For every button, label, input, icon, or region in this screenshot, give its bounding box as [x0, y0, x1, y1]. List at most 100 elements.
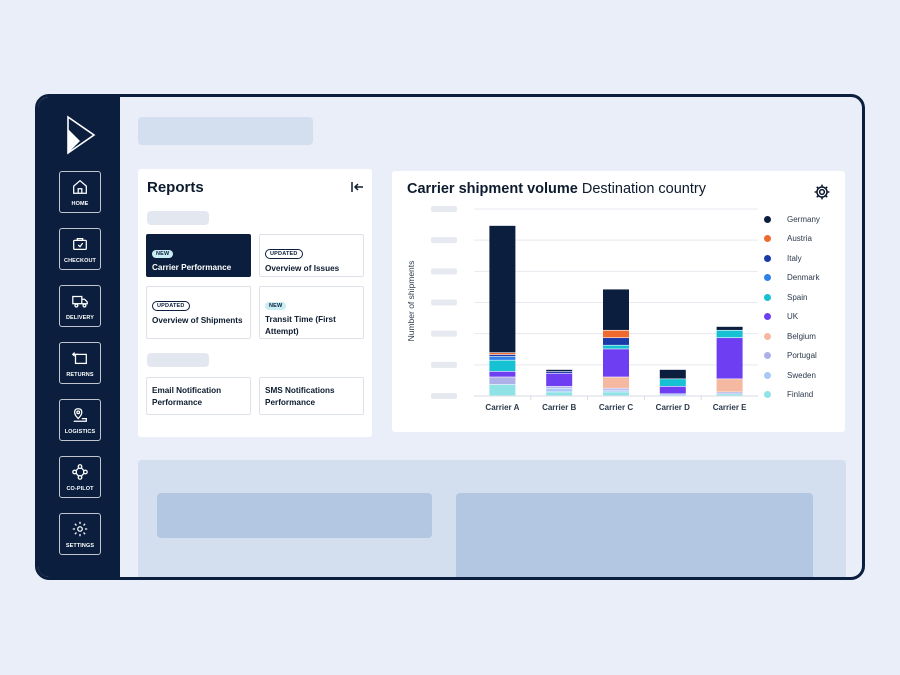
bar-segment-spain[interactable] — [659, 379, 686, 387]
legend-label: UK — [787, 312, 799, 321]
legend-label: Belgium — [787, 331, 816, 341]
bar-segment-sweden[interactable] — [659, 394, 686, 396]
legend-swatch — [764, 313, 771, 320]
stacked-bar-chart: Number of shipments Carrier A Carrier B Ca… — [406, 206, 758, 412]
updated-badge: UPDATED — [152, 301, 190, 311]
logo — [67, 115, 96, 155]
bar-segment-denmark[interactable] — [489, 356, 516, 360]
bar-segment-belgium[interactable] — [603, 377, 629, 388]
legend-item[interactable]: Portugal — [764, 350, 817, 362]
bar-segment-portugal[interactable] — [603, 388, 629, 390]
bar-segment-spain[interactable] — [603, 345, 629, 349]
legend-item[interactable]: Denmark — [764, 272, 819, 284]
legend-swatch — [764, 235, 771, 242]
nav-checkout-label: CHECKOUT — [64, 258, 96, 264]
bar-segment-germany[interactable] — [489, 225, 516, 353]
nav-returns-button[interactable]: RETURNS — [59, 342, 101, 384]
bar-segment-uk[interactable] — [489, 371, 516, 377]
x-tick-label: Carrier A — [485, 403, 519, 412]
report-card-transit-time[interactable]: NEW Transit Time (First Attempt) — [259, 286, 364, 339]
report-card-title: Email Notification Performance — [152, 386, 222, 407]
nav-copilot-button[interactable]: CO-PILOT — [59, 456, 101, 498]
y-tick-placeholder — [431, 361, 457, 368]
bar-segment-sweden[interactable] — [546, 388, 573, 392]
report-card-overview-of-shipments[interactable]: UPDATED Overview of Shipments — [146, 286, 251, 339]
report-card-email-notification-performance[interactable]: Email Notification Performance — [146, 377, 251, 415]
bar-segment-italy[interactable] — [603, 338, 629, 345]
chart-title-dimension: Destination country — [581, 181, 706, 197]
legend-label: Germany — [787, 214, 820, 224]
report-card-title: Transit Time (First Attempt) — [265, 315, 336, 336]
legend-item[interactable]: Spain — [764, 291, 807, 303]
bar-segment-uk[interactable] — [546, 373, 573, 387]
legend-swatch — [764, 293, 771, 301]
bar-segment-germany[interactable] — [659, 369, 686, 379]
legend-item[interactable]: Italy — [764, 252, 802, 264]
y-axis-label: Number of shipments — [406, 261, 416, 342]
bottom-right-placeholder — [456, 493, 813, 577]
x-tick-label: Carrier D — [656, 403, 690, 412]
bar-segment-uk[interactable] — [659, 386, 686, 394]
bar-segment-belgium[interactable] — [716, 379, 743, 392]
collapse-panel-icon[interactable] — [350, 180, 364, 194]
bar-segment-germany[interactable] — [716, 326, 743, 330]
reports-title: Reports — [147, 179, 204, 196]
bar-segment-italy[interactable] — [546, 371, 573, 373]
nav-logistics-button[interactable]: LOGISTICS — [59, 399, 101, 441]
legend-swatch — [764, 254, 771, 262]
nav-copilot-label: CO-PILOT — [66, 486, 94, 492]
bar-segment-sweden[interactable] — [603, 390, 629, 392]
bar-segment-austria[interactable] — [603, 330, 629, 338]
legend-swatch — [764, 352, 771, 359]
bar-segment-austria[interactable] — [489, 352, 516, 355]
bottom-left-placeholder — [157, 493, 432, 538]
report-card-sms-notifications-performance[interactable]: SMS Notifications Performance — [259, 377, 364, 415]
nav-home-label: HOME — [71, 201, 89, 207]
bar-segment-finland[interactable] — [716, 394, 743, 396]
bar-segment-italy[interactable] — [489, 354, 516, 357]
report-card-overview-of-issues[interactable]: UPDATED Overview of Issues — [259, 234, 364, 277]
report-card-title: Overview of Shipments — [152, 316, 243, 325]
bar-segment-germany[interactable] — [603, 289, 629, 330]
app-window: HOME CHECKOUT DELIVERY RETURNS LOGISTICS… — [35, 94, 865, 580]
bar-segment-uk[interactable] — [603, 349, 629, 377]
legend-item[interactable]: UK — [764, 311, 798, 323]
bar-segment-finland[interactable] — [546, 392, 573, 396]
legend-label: Sweden — [787, 370, 816, 380]
nav-delivery-button[interactable]: DELIVERY — [59, 285, 101, 327]
legend-item[interactable]: Austria — [764, 233, 812, 245]
y-tick-placeholder — [431, 237, 457, 244]
nav-settings-label: SETTINGS — [65, 543, 95, 549]
legend-swatch — [764, 215, 771, 223]
legend-label: Finland — [787, 390, 814, 399]
delivery-truck-icon — [72, 295, 88, 308]
legend-item[interactable]: Sweden — [764, 369, 816, 381]
updated-badge: UPDATED — [265, 249, 303, 259]
section-label-placeholder — [147, 211, 209, 225]
nav-checkout-button[interactable]: CHECKOUT — [59, 228, 101, 270]
bar-segment-portugal[interactable] — [489, 377, 516, 385]
bar-segment-finland[interactable] — [489, 384, 516, 396]
bar-segment-germany[interactable] — [546, 369, 573, 372]
bar-segment-finland[interactable] — [603, 392, 629, 396]
legend-item[interactable]: Belgium — [764, 330, 816, 342]
legend-swatch — [764, 371, 771, 379]
legend-item[interactable]: Finland — [764, 389, 813, 401]
nav-settings-button[interactable]: SETTINGS — [59, 513, 101, 555]
report-card-carrier-performance[interactable]: NEW Carrier Performance — [146, 234, 251, 277]
bar-segment-spain[interactable] — [716, 330, 743, 338]
bar-segment-uk[interactable] — [716, 338, 743, 379]
chart-settings-gear-icon[interactable] — [813, 183, 831, 201]
bar-segment-portugal[interactable] — [716, 392, 743, 394]
nav-home-button[interactable]: HOME — [59, 171, 101, 213]
x-tick-label: Carrier E — [713, 403, 747, 412]
bar-segment-portugal[interactable] — [546, 386, 573, 388]
sidebar: HOME CHECKOUT DELIVERY RETURNS LOGISTICS… — [38, 97, 120, 577]
main-content: Reports NEW Carrier Performance UPDATED … — [120, 97, 862, 577]
bar-segment-spain[interactable] — [489, 360, 516, 372]
report-card-title: Carrier Performance — [152, 263, 232, 272]
legend-item[interactable]: Germany — [764, 213, 820, 225]
nav-logistics-label: LOGISTICS — [64, 429, 96, 435]
returns-box-icon — [71, 352, 87, 365]
legend-label: Austria — [787, 234, 812, 243]
